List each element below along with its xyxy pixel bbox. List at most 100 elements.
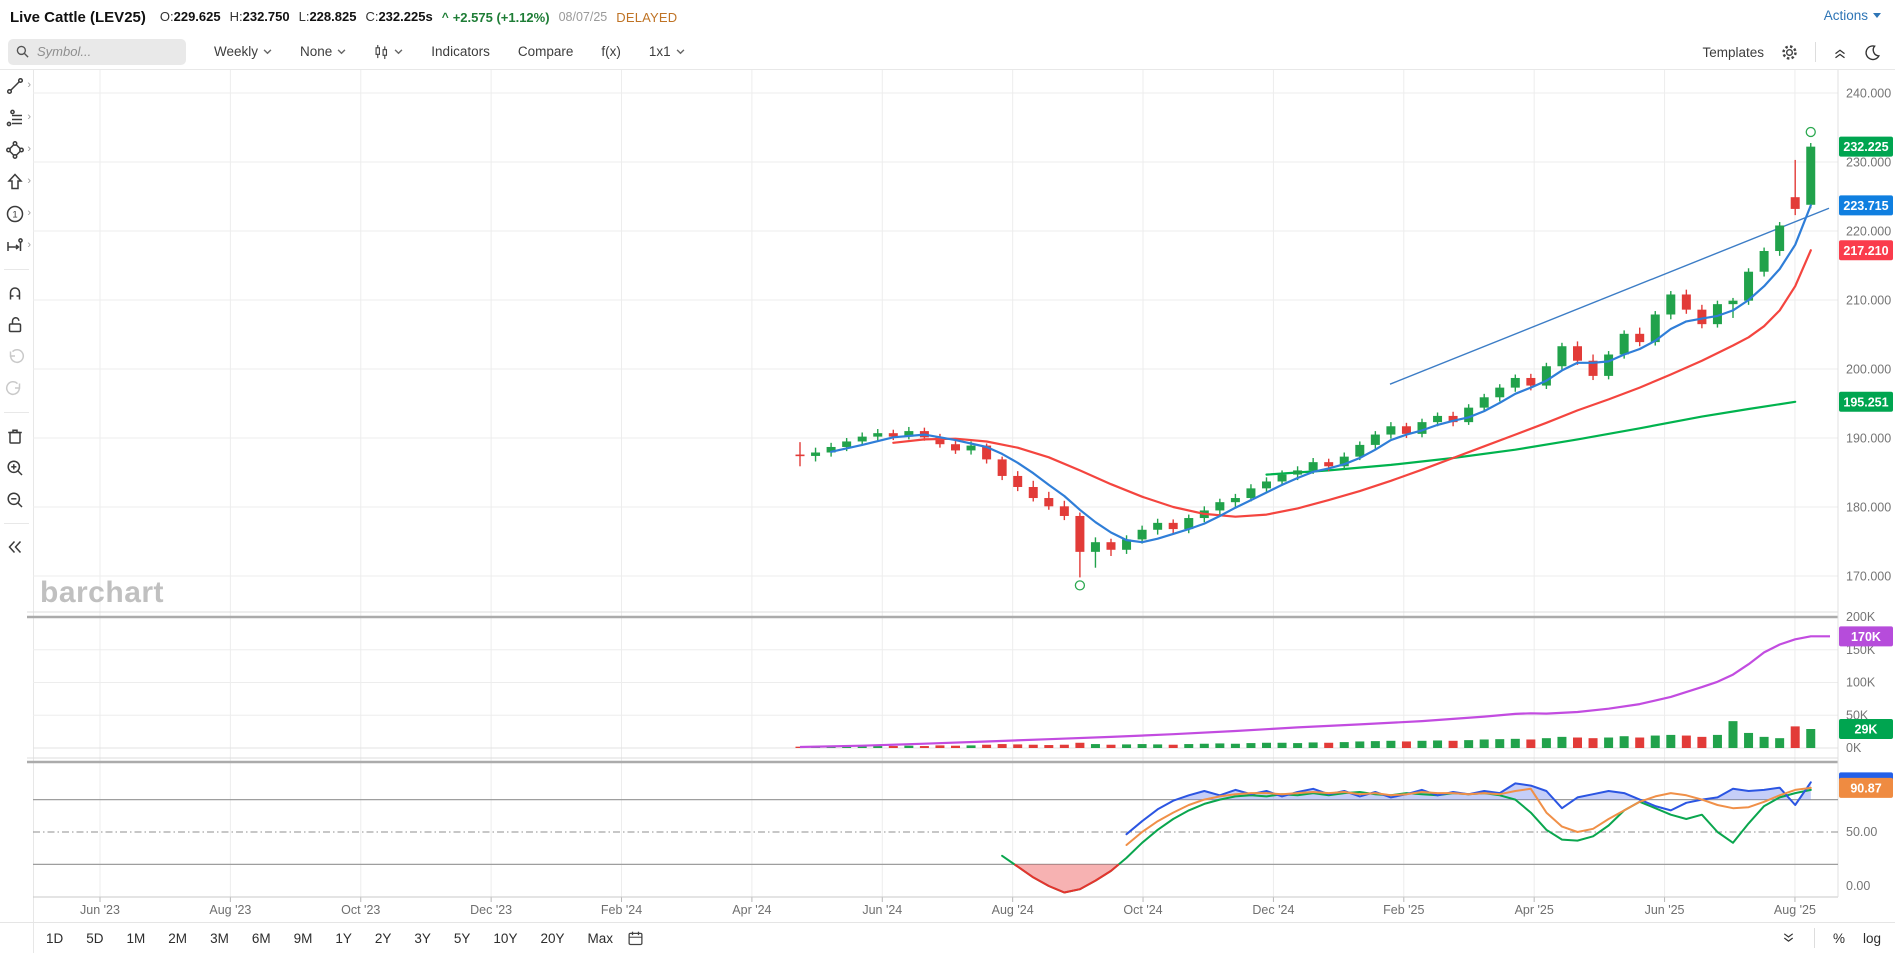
- svg-text:210.000: 210.000: [1846, 294, 1891, 308]
- period-label: Weekly: [214, 44, 259, 59]
- scale-controls: % log: [1781, 928, 1881, 948]
- chart-type-dropdown[interactable]: [374, 44, 403, 60]
- svg-text:240.000: 240.000: [1846, 87, 1891, 101]
- svg-text:Aug '23: Aug '23: [209, 903, 251, 917]
- range-button-1m[interactable]: 1M: [126, 930, 146, 946]
- fib-tool-icon: [6, 109, 22, 127]
- svg-text:Dec '24: Dec '24: [1252, 903, 1294, 917]
- sidebar-tool-zoom-in[interactable]: [0, 452, 33, 484]
- svg-text:Feb '24: Feb '24: [601, 903, 642, 917]
- fx-button[interactable]: f(x): [601, 44, 621, 59]
- sidebar-tool-undo[interactable]: [0, 341, 33, 373]
- range-button-3m[interactable]: 3M: [210, 930, 229, 946]
- undo-icon: [9, 349, 25, 364]
- svg-text:230.000: 230.000: [1846, 156, 1891, 170]
- sidebar-tool-shapes-tool[interactable]: ›: [0, 134, 33, 166]
- trendline-icon: [6, 77, 24, 95]
- indicators-button[interactable]: Indicators: [431, 44, 490, 59]
- layout-dropdown[interactable]: 1x1: [649, 44, 685, 59]
- svg-text:90.87: 90.87: [1850, 781, 1881, 795]
- dark-mode-moon-icon[interactable]: [1864, 44, 1881, 61]
- range-button-5y[interactable]: 5Y: [453, 930, 471, 946]
- sidebar-divider: [4, 269, 29, 270]
- compare-button[interactable]: Compare: [518, 44, 574, 59]
- range-button-1y[interactable]: 1Y: [335, 930, 352, 946]
- sidebar-tool-number-label[interactable]: 1 ›: [0, 198, 33, 230]
- zoom-in-icon: [7, 460, 23, 476]
- range-button-6m[interactable]: 6M: [251, 930, 271, 946]
- calendar-icon[interactable]: [627, 930, 644, 947]
- zoom-out-icon: [7, 492, 23, 508]
- sidebar-tool-trash[interactable]: [0, 420, 33, 452]
- svg-text:Apr '24: Apr '24: [732, 903, 771, 917]
- range-button-20y[interactable]: 20Y: [540, 930, 565, 946]
- ohlc-readout: O:229.625 H:232.750 L:228.825 C:232.225s: [160, 8, 442, 26]
- compare-label: Compare: [517, 44, 574, 59]
- range-button-max[interactable]: Max: [587, 930, 613, 946]
- change-arrow: ^: [441, 10, 449, 24]
- actions-label: Actions: [1823, 8, 1868, 23]
- compare-none-dropdown[interactable]: None: [300, 44, 346, 59]
- sidebar-divider: [4, 523, 29, 524]
- svg-text:150K: 150K: [1846, 643, 1876, 657]
- range-toolbar: 1D 5D 1M 2M 3M 6M 9M 1Y 2Y 3Y 5Y 10Y 20Y Max % log: [0, 922, 1895, 953]
- sidebar-tool-trendline[interactable]: ›: [0, 70, 33, 102]
- sidebar-tool-magnet[interactable]: [0, 277, 33, 309]
- range-button-2m[interactable]: 2M: [168, 930, 188, 946]
- chevron-right-icon: ›: [27, 239, 31, 251]
- shapes-tool-icon: [6, 141, 24, 159]
- range-button-10y[interactable]: 10Y: [493, 930, 518, 946]
- svg-text:50K: 50K: [1846, 708, 1869, 722]
- measure-icon: [7, 238, 23, 251]
- search-icon: [16, 45, 29, 58]
- percent-scale-button[interactable]: %: [1832, 930, 1845, 946]
- collapse-panel-up-icon[interactable]: [1832, 45, 1848, 60]
- templates-button[interactable]: Templates: [1702, 45, 1764, 60]
- sidebar-tool-fib-tool[interactable]: ›: [0, 102, 33, 134]
- svg-text:50.00: 50.00: [1846, 825, 1877, 839]
- magnet-icon: [9, 287, 21, 300]
- actions-menu-button[interactable]: Actions: [1824, 8, 1881, 23]
- svg-text:29K: 29K: [1855, 723, 1878, 737]
- range-button-9m[interactable]: 9M: [293, 930, 313, 946]
- sidebar-tool-collapse-sidebar[interactable]: [0, 531, 33, 563]
- ohlc-segment: H:232.750: [229, 9, 290, 24]
- sidebar-divider: [4, 412, 29, 413]
- svg-text:232.225: 232.225: [1843, 140, 1888, 154]
- sidebar-tool-arrow-marker[interactable]: ›: [0, 166, 33, 198]
- svg-text:190.000: 190.000: [1846, 432, 1891, 446]
- chevron-right-icon: ›: [27, 207, 31, 219]
- svg-text:Aug '25: Aug '25: [1774, 903, 1816, 917]
- chevron-right-icon: ›: [27, 175, 31, 187]
- chevron-down-icon: [676, 48, 685, 54]
- sidebar-tool-redo[interactable]: [0, 373, 33, 405]
- svg-text:Apr '25: Apr '25: [1515, 903, 1554, 917]
- sidebar-tool-unlock[interactable]: [0, 309, 33, 341]
- divider: [1815, 42, 1816, 62]
- collapse-panel-down-icon[interactable]: [1781, 931, 1796, 945]
- layout-label: 1x1: [648, 44, 671, 59]
- quote-header: Live Cattle (LEV25) O:229.625 H:232.750 L:…: [0, 0, 1895, 34]
- range-buttons: 1D 5D 1M 2M 3M 6M 9M 1Y 2Y 3Y 5Y 10Y 20Y Max: [46, 931, 613, 946]
- svg-text:220.000: 220.000: [1846, 225, 1891, 239]
- svg-text:195.251: 195.251: [1843, 395, 1888, 409]
- range-button-5d[interactable]: 5D: [86, 930, 104, 946]
- settings-gear-icon[interactable]: [1780, 43, 1799, 62]
- period-dropdown[interactable]: Weekly: [214, 44, 272, 59]
- sidebar-tool-measure[interactable]: ›: [0, 230, 33, 262]
- range-button-3y[interactable]: 3Y: [414, 930, 431, 946]
- log-scale-button[interactable]: log: [1862, 930, 1881, 946]
- sidebar-tool-zoom-out[interactable]: [0, 484, 33, 516]
- symbol-search-input[interactable]: [35, 43, 169, 60]
- ohlc-segment: C:232.225s: [365, 9, 433, 24]
- symbol-search-box[interactable]: [8, 38, 186, 65]
- svg-text:Aug '24: Aug '24: [992, 903, 1034, 917]
- range-button-1d[interactable]: 1D: [46, 930, 64, 946]
- range-button-2y[interactable]: 2Y: [374, 930, 392, 946]
- svg-text:Oct '24: Oct '24: [1123, 903, 1162, 917]
- svg-text:Jun '23: Jun '23: [80, 903, 120, 917]
- svg-text:1: 1: [12, 209, 17, 220]
- indicators-label: Indicators: [431, 44, 490, 59]
- svg-text:0.00: 0.00: [1846, 879, 1870, 893]
